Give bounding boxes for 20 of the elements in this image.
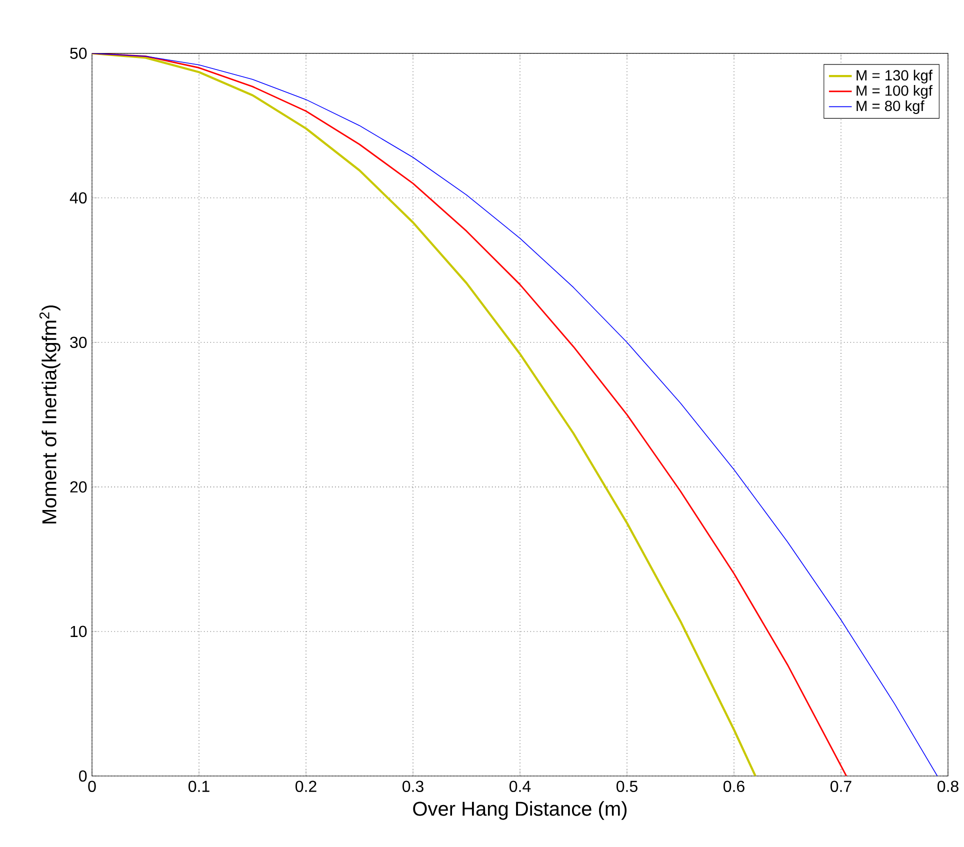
x-axis-title: Over Hang Distance (m): [413, 801, 627, 820]
x-tick-label: 0: [88, 780, 96, 792]
y-tick-label: 40: [70, 192, 87, 204]
x-tick-label: 0.3: [402, 780, 424, 792]
x-tick-label: 0.2: [296, 780, 316, 792]
x-tick-label: 0.1: [188, 780, 210, 792]
legend-label: M = 100 kgf: [856, 85, 933, 99]
y-tick-label: 30: [70, 336, 87, 348]
x-tick-label: 0.4: [510, 780, 531, 792]
legend-label: M = 80 kgf: [856, 100, 924, 114]
x-tick-label: 0.5: [616, 780, 638, 792]
x-tick-label: 0.7: [830, 780, 852, 792]
y-tick-label: 50: [70, 48, 87, 60]
y-axis-title: Moment of Inertia(kgfm$^{2}$): [39, 306, 60, 524]
y-tick-label: 0: [79, 770, 87, 782]
y-tick-label: 20: [70, 481, 87, 493]
legend-label: M = 130 kgf: [856, 70, 933, 84]
y-tick-label: 10: [70, 626, 87, 638]
x-tick-label: 0.6: [724, 780, 744, 792]
x-tick-label: 0.8: [938, 780, 958, 792]
